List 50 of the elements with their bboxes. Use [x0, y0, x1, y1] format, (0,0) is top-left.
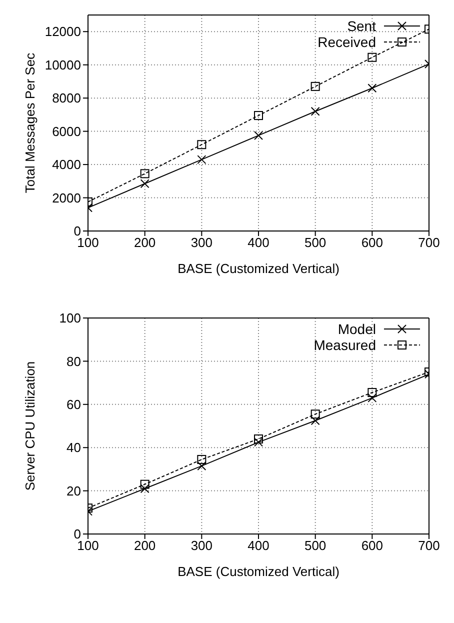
x-tick-label: 500: [304, 235, 326, 250]
y-tick-label: 4000: [52, 157, 81, 172]
x-axis-title: BASE (Customized Vertical): [178, 564, 340, 579]
point: [310, 410, 320, 419]
x-tick-label: 300: [190, 235, 213, 250]
x-tick-label: 200: [134, 235, 156, 250]
y-tick-label: 60: [66, 397, 81, 412]
point: [140, 484, 150, 494]
y-tick-label: 0: [74, 526, 81, 542]
point: [310, 416, 320, 426]
point: [368, 84, 377, 93]
point: [254, 434, 263, 444]
y-tick-label: 0: [74, 224, 81, 239]
x-tick-label: 500: [304, 538, 326, 554]
point: [368, 388, 377, 398]
point: [310, 106, 320, 116]
legend-label: Measured: [314, 337, 376, 353]
y-axis-title: Server CPU Utilization: [22, 361, 38, 491]
x-axis-title: BASE (Customized Vertical): [178, 261, 340, 276]
y-tick-label: 80: [66, 354, 81, 369]
x-tick-label: 700: [418, 235, 440, 250]
y-axis-title: Total Messages Per Sec: [22, 52, 38, 194]
point: [140, 179, 150, 188]
y-tick-label: 2000: [52, 190, 81, 206]
point: [368, 52, 377, 62]
y-tick-label: 8000: [52, 90, 81, 106]
x-tick-label: 400: [248, 538, 270, 554]
y-tick-label: 10000: [44, 57, 81, 72]
point: [140, 480, 150, 489]
point: [254, 130, 263, 140]
legend-label: Sent: [347, 18, 376, 34]
x-tick-label: 700: [418, 538, 440, 554]
y-tick-label: 100: [59, 310, 81, 326]
x-tick-label: 300: [190, 538, 213, 554]
point: [197, 140, 206, 150]
legend-label: Model: [338, 321, 376, 337]
x-tick-label: 200: [134, 538, 156, 554]
y-tick-label: 6000: [52, 124, 81, 139]
legend-label: Received: [318, 34, 376, 50]
point: [197, 155, 206, 164]
point: [254, 111, 263, 120]
x-tick-label: 400: [248, 235, 270, 250]
point: [197, 454, 206, 464]
y-tick-label: 12000: [44, 24, 81, 40]
y-tick-label: 20: [66, 483, 81, 498]
x-tick-label: 600: [361, 538, 384, 554]
point: [140, 169, 150, 178]
point: [310, 82, 320, 91]
x-tick-label: 600: [361, 235, 384, 250]
y-tick-label: 40: [66, 440, 81, 456]
